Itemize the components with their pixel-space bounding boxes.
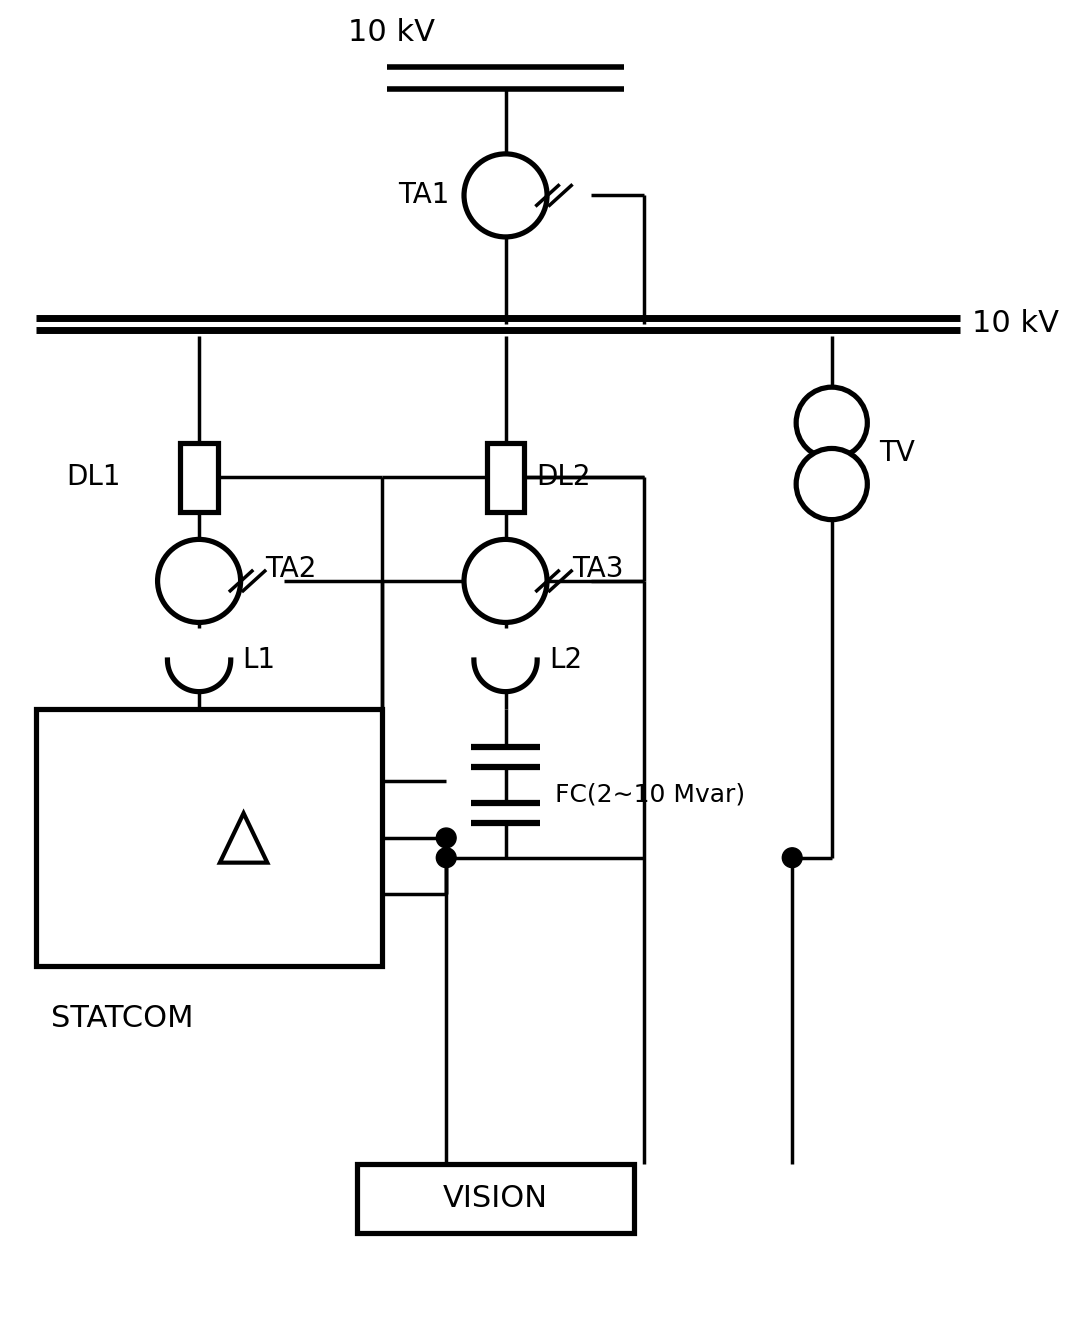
Text: DL2: DL2: [536, 463, 590, 491]
Circle shape: [796, 387, 868, 458]
Circle shape: [464, 154, 547, 236]
Bar: [357, 1164, 634, 1233]
Circle shape: [796, 449, 868, 520]
Text: 10 kV: 10 kV: [972, 309, 1060, 338]
Bar: [180, 442, 218, 512]
Text: DL1: DL1: [67, 463, 121, 491]
Circle shape: [158, 540, 241, 623]
Text: VISION: VISION: [443, 1184, 548, 1213]
Circle shape: [436, 828, 456, 847]
Text: TV: TV: [879, 440, 915, 467]
Circle shape: [464, 540, 547, 623]
Text: TA1: TA1: [398, 181, 449, 210]
Bar: [36, 709, 382, 966]
Text: TA2: TA2: [265, 554, 317, 583]
Text: FC(2∼10 Mvar): FC(2∼10 Mvar): [555, 783, 746, 807]
Text: L2: L2: [549, 645, 583, 675]
Bar: [487, 442, 524, 512]
Circle shape: [436, 847, 456, 867]
Circle shape: [782, 847, 802, 867]
Text: L1: L1: [243, 645, 276, 675]
Text: TA3: TA3: [572, 554, 624, 583]
Text: STATCOM: STATCOM: [51, 1005, 193, 1034]
Text: 10 kV: 10 kV: [349, 17, 435, 46]
